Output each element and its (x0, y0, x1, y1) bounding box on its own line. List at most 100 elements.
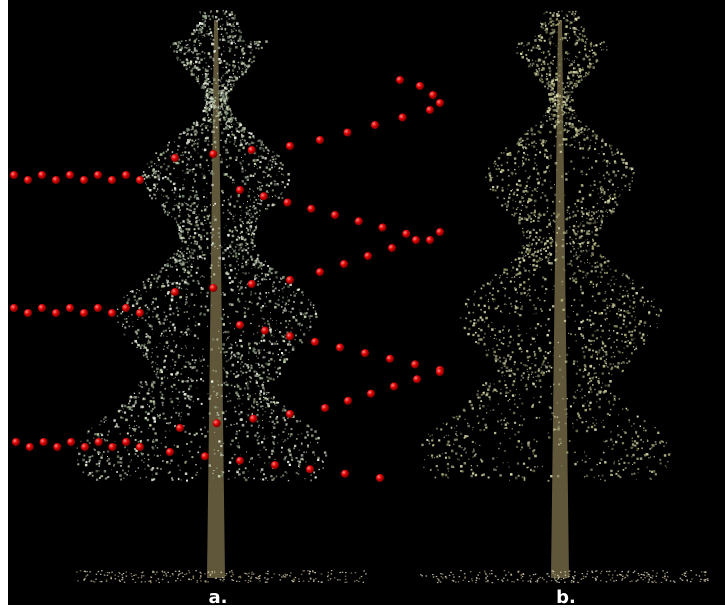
point (155, 445, 156, 447)
point (243, 316, 246, 318)
point (544, 140, 546, 142)
point (220, 317, 222, 319)
point (251, 302, 253, 304)
point (572, 12, 574, 14)
point (526, 333, 527, 334)
point (156, 454, 159, 457)
point (501, 312, 503, 313)
point (208, 91, 210, 93)
point (512, 173, 514, 175)
point (522, 259, 526, 262)
point (210, 232, 212, 234)
point (232, 134, 235, 137)
point (566, 129, 568, 131)
point (535, 312, 537, 314)
point (153, 403, 156, 406)
point (82, 471, 85, 474)
point (201, 148, 203, 150)
point (192, 190, 195, 192)
point (232, 23, 234, 25)
point (249, 228, 251, 229)
point (251, 232, 254, 235)
point (494, 307, 497, 310)
ground-point (279, 579, 282, 581)
point (635, 441, 639, 445)
point (611, 374, 613, 376)
point (570, 116, 572, 118)
point (200, 30, 203, 33)
point (542, 139, 545, 141)
point (247, 383, 249, 385)
point (222, 38, 225, 42)
point (440, 428, 443, 431)
point (562, 239, 564, 241)
point (237, 264, 239, 266)
point (294, 444, 297, 448)
point (231, 29, 233, 31)
point (88, 456, 91, 459)
point (272, 289, 275, 293)
point (501, 419, 503, 421)
point (507, 400, 509, 402)
point (200, 58, 203, 61)
point (589, 365, 593, 368)
point (231, 351, 233, 354)
point (536, 38, 538, 40)
point (198, 83, 200, 85)
point (260, 200, 263, 202)
point (271, 435, 274, 438)
point (107, 456, 108, 457)
point (196, 121, 199, 124)
point (135, 470, 137, 472)
point (541, 370, 544, 373)
point (222, 212, 225, 214)
point (129, 400, 131, 403)
point (193, 304, 196, 306)
point (160, 377, 164, 380)
point (167, 347, 169, 349)
point (171, 295, 174, 298)
point (152, 172, 155, 175)
point (236, 383, 239, 386)
point (144, 346, 147, 349)
ground-point (185, 573, 188, 575)
point (124, 326, 127, 329)
point (122, 411, 123, 413)
point (272, 421, 274, 423)
point (227, 478, 230, 480)
point (515, 268, 519, 271)
point (258, 386, 260, 388)
point (199, 125, 202, 127)
point (589, 68, 591, 70)
point (192, 158, 194, 160)
point (265, 362, 268, 365)
point (224, 244, 226, 246)
point (570, 21, 573, 24)
point (284, 409, 287, 412)
point (511, 276, 513, 279)
point (292, 415, 295, 418)
point (256, 469, 258, 471)
point (259, 262, 263, 265)
point (238, 252, 241, 255)
point (578, 327, 581, 330)
point (514, 172, 517, 175)
point (265, 278, 268, 281)
ground-point (285, 575, 287, 577)
point (223, 101, 226, 104)
point (667, 460, 669, 463)
point (221, 473, 224, 476)
ground-point (258, 576, 260, 578)
point (574, 333, 577, 336)
point (241, 48, 243, 51)
ground-point (123, 581, 126, 583)
point (103, 470, 107, 473)
point (556, 67, 558, 69)
point (173, 253, 176, 255)
point (274, 458, 276, 460)
point (549, 107, 552, 110)
point (594, 148, 597, 151)
point (573, 30, 576, 33)
point (637, 468, 640, 470)
point (480, 458, 483, 461)
